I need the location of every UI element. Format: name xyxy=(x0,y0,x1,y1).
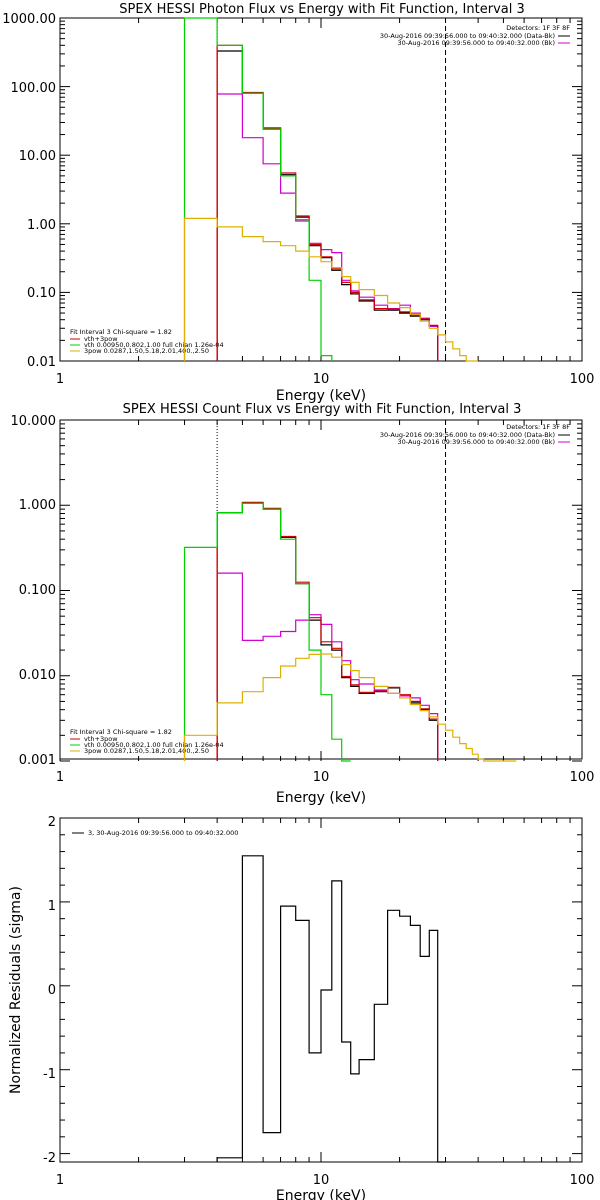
y-tick-label: 100.00 xyxy=(11,81,57,96)
x-tick-label: 10 xyxy=(313,1173,330,1188)
series-line xyxy=(216,501,439,761)
x-tick-label: 10 xyxy=(313,770,330,785)
x-tick-label: 100 xyxy=(570,770,595,785)
series-line xyxy=(183,217,479,362)
series-line xyxy=(216,502,439,761)
legend-bk: 30-Aug-2016 09:39:56.000 to 09:40:32.000… xyxy=(398,39,555,47)
panel-title: SPEX HESSI Photon Flux vs Energy with Fi… xyxy=(119,2,525,17)
legend-data-bk: 30-Aug-2016 09:39:56.000 to 09:40:32.000… xyxy=(380,431,555,439)
count-flux-panel: SPEX HESSI Count Flux vs Energy with Fit… xyxy=(11,402,595,806)
legend-data-bk: 30-Aug-2016 09:39:56.000 to 09:40:32.000… xyxy=(380,32,555,40)
x-tick-label: 1 xyxy=(56,770,64,785)
fit-legend: Fit Interval 3 Chi-square = 1.82 vth+3po… xyxy=(70,728,224,755)
series-line xyxy=(183,653,517,762)
y-tick-label: 0.010 xyxy=(19,668,56,683)
y-tick-label: -1 xyxy=(43,1067,56,1082)
series-line xyxy=(216,572,439,761)
legend-detectors: Detectors: 1F 3F 8F xyxy=(506,24,570,32)
fit-legend-vth: vth 0.00950,0.802,1.00 full chian 1.26e-… xyxy=(84,741,224,749)
fit-legend-3pow: 3pow 0.0287,1.50,5.18,2.01,400.,2.50 xyxy=(84,347,209,355)
fit-legend-model: vth+3pow xyxy=(84,335,118,343)
fit-legend: Fit Interval 3 Chi-square = 1.82 vth+3po… xyxy=(70,328,224,355)
series-line xyxy=(216,50,439,361)
y-tick-label: 0.100 xyxy=(19,583,56,598)
series-line xyxy=(183,17,333,361)
legend-bk: 30-Aug-2016 09:39:56.000 to 09:40:32.000… xyxy=(398,438,555,446)
x-tick-label: 100 xyxy=(570,372,595,387)
y-tick-label: 0.10 xyxy=(27,286,56,301)
y-tick-label: 2 xyxy=(48,815,56,830)
y-tick-label: -2 xyxy=(43,1151,56,1166)
fit-legend-3pow: 3pow 0.0287,1.50,5.18,2.01,400.,2.50 xyxy=(84,747,209,755)
y-tick-label: 10.000 xyxy=(11,414,57,429)
y-axis-label: Normalized Residuals (sigma) xyxy=(8,886,24,1094)
panel-title: SPEX HESSI Count Flux vs Energy with Fit… xyxy=(123,402,522,417)
legend: 3, 30-Aug-2016 09:39:56.000 to 09:40:32.… xyxy=(72,829,238,837)
x-tick-label: 1 xyxy=(56,1173,64,1188)
y-tick-label: 0.01 xyxy=(27,355,56,370)
series-line xyxy=(216,93,439,361)
series-line xyxy=(216,855,446,1163)
y-tick-label: 0.001 xyxy=(19,753,56,768)
legend: Detectors: 1F 3F 8F 30-Aug-2016 09:39:56… xyxy=(380,24,570,47)
fit-legend-model: vth+3pow xyxy=(84,735,118,743)
y-tick-label: 1.00 xyxy=(27,218,56,233)
residuals-panel: 3, 30-Aug-2016 09:39:56.000 to 09:40:32.… xyxy=(8,815,595,1200)
y-tick-label: 1.000 xyxy=(19,498,56,513)
series-line xyxy=(183,502,351,762)
y-tick-label: 1000.00 xyxy=(2,12,56,27)
x-axis-label: Energy (keV) xyxy=(276,1188,366,1200)
fit-legend-vth: vth 0.00950,0.802,1.00 full chian 1.26e-… xyxy=(84,341,224,349)
legend-residual: 3, 30-Aug-2016 09:39:56.000 to 09:40:32.… xyxy=(88,829,238,837)
legend: Detectors: 1F 3F 8F 30-Aug-2016 09:39:56… xyxy=(380,423,570,446)
plot-frame xyxy=(59,419,583,760)
x-tick-label: 10 xyxy=(313,372,330,387)
photon-flux-panel: SPEX HESSI Photon Flux vs Energy with Fi… xyxy=(2,2,595,404)
x-tick-label: 1 xyxy=(56,372,64,387)
y-tick-label: 0 xyxy=(48,983,56,998)
fit-legend-interval: Fit Interval 3 Chi-square = 1.82 xyxy=(70,728,172,736)
x-axis-label: Energy (keV) xyxy=(276,388,366,404)
x-tick-label: 100 xyxy=(570,1173,595,1188)
x-axis-label: Energy (keV) xyxy=(276,790,366,806)
y-tick-label: 1 xyxy=(48,899,56,914)
fit-legend-interval: Fit Interval 3 Chi-square = 1.82 xyxy=(70,328,172,336)
y-tick-label: 10.00 xyxy=(19,149,56,164)
legend-detectors: Detectors: 1F 3F 8F xyxy=(506,423,570,431)
